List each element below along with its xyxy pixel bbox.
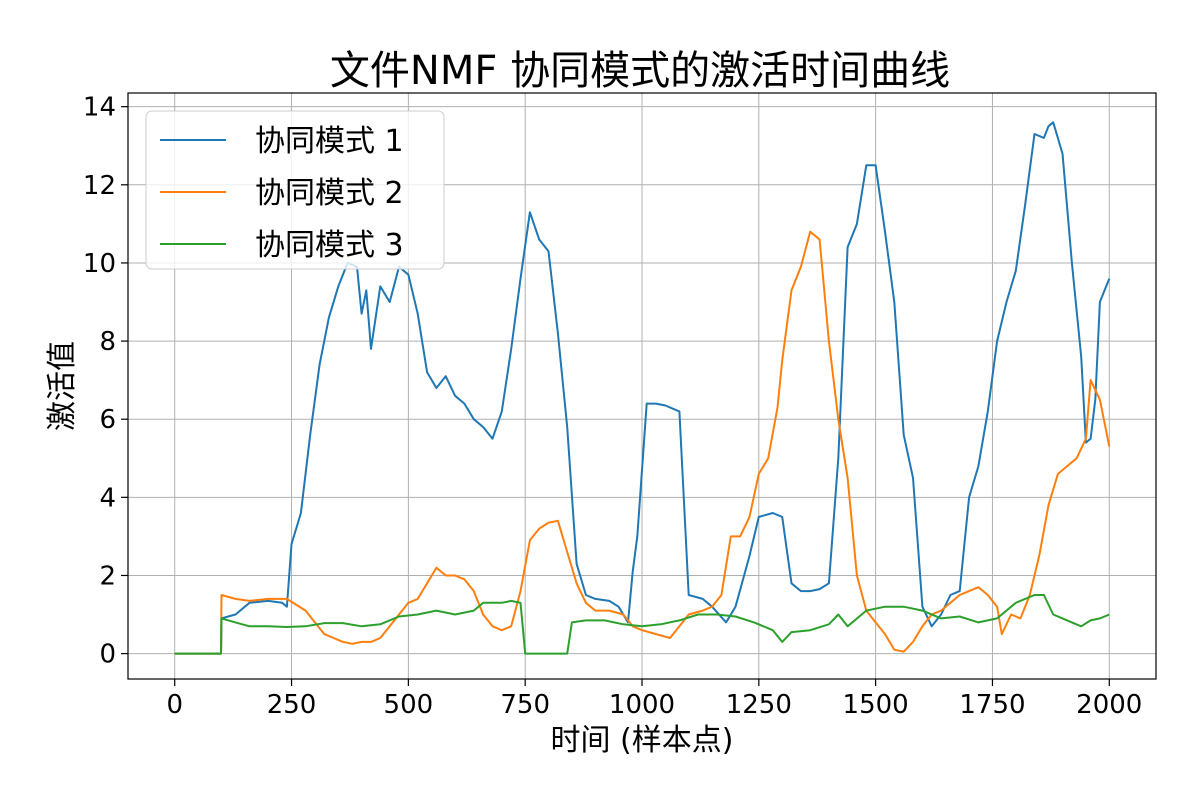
x-tick-label: 250 bbox=[267, 690, 317, 720]
series-line-3 bbox=[174, 594, 1110, 655]
legend-label-1: 协同模式 1 bbox=[255, 124, 404, 159]
y-tick-label: 8 bbox=[99, 327, 116, 357]
legend-label-3: 协同模式 3 bbox=[255, 228, 404, 263]
y-tick-label: 10 bbox=[83, 249, 116, 279]
y-tick-label: 6 bbox=[99, 405, 116, 435]
y-tick-label: 14 bbox=[83, 93, 116, 123]
x-tick-label: 2000 bbox=[1076, 690, 1142, 720]
y-tick-label: 4 bbox=[99, 483, 116, 513]
series-lines bbox=[174, 121, 1111, 655]
grid bbox=[128, 93, 1156, 679]
y-tick-label: 12 bbox=[83, 171, 116, 201]
legend: 协同模式 1 协同模式 2 协同模式 3 bbox=[145, 110, 445, 270]
y-tick-label: 0 bbox=[99, 640, 116, 670]
legend-label-2: 协同模式 2 bbox=[255, 176, 404, 211]
x-axis-label: 时间 (样本点) bbox=[551, 723, 734, 758]
x-tick-label: 1000 bbox=[609, 690, 675, 720]
chart-title: 文件NMF 协同模式的激活时间曲线 bbox=[330, 48, 950, 94]
axis-ticks: 0 250 500 750 1000 1250 1500 1750 2000 0 2 4 6 8 10 12 1… bbox=[83, 93, 1142, 720]
x-tick-label: 750 bbox=[500, 690, 550, 720]
y-axis-label: 激活值 bbox=[45, 341, 80, 431]
x-tick-label: 1500 bbox=[843, 690, 909, 720]
series-line-1 bbox=[174, 121, 1111, 655]
x-tick-label: 0 bbox=[166, 690, 183, 720]
x-tick-label: 500 bbox=[384, 690, 434, 720]
x-tick-label: 1250 bbox=[726, 690, 792, 720]
y-tick-label: 2 bbox=[99, 561, 116, 591]
x-tick-label: 1750 bbox=[959, 690, 1025, 720]
series-line-2 bbox=[174, 230, 1111, 655]
legend-box bbox=[145, 110, 445, 270]
